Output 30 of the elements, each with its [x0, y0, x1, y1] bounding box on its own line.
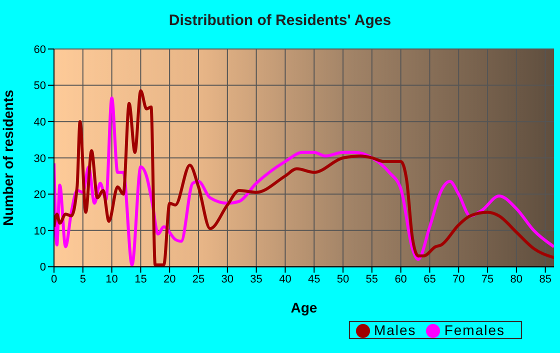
- x-tick-label: 70: [452, 274, 465, 286]
- x-axis-title: Age: [290, 300, 318, 316]
- legend-label: Females: [444, 322, 505, 338]
- x-tick-label: 85: [539, 274, 552, 286]
- y-tick-label: 40: [34, 116, 46, 128]
- x-tick-label: 5: [80, 274, 86, 286]
- chart-title: Distribution of Residents' Ages: [168, 12, 392, 29]
- y-tick-label: 10: [34, 225, 46, 238]
- x-tick-label: 60: [394, 274, 407, 286]
- x-tick-label: 65: [424, 274, 436, 286]
- x-tick-label: 55: [366, 274, 378, 286]
- y-tick-label: 60: [34, 44, 46, 56]
- y-tick-label: 20: [34, 189, 46, 202]
- x-tick-label: 0: [50, 274, 58, 286]
- x-tick-label: 40: [279, 274, 292, 286]
- y-tick-label: 0: [40, 262, 46, 274]
- x-tick-label: 80: [510, 274, 523, 286]
- legend-label: Males: [374, 322, 416, 338]
- x-tick-label: 10: [106, 274, 118, 286]
- x-tick-label: 25: [192, 274, 205, 286]
- y-tick-label: 50: [34, 80, 46, 92]
- x-tick-label: 30: [221, 274, 234, 286]
- x-tick-label: 15: [134, 274, 147, 286]
- x-tick-label: 45: [308, 274, 320, 286]
- y-axis-title: Number of residents: [0, 90, 16, 226]
- x-tick-label: 35: [250, 274, 262, 286]
- x-tick-label: 75: [481, 274, 494, 286]
- x-tick-label: 50: [336, 274, 350, 286]
- y-tick-label: 30: [34, 152, 46, 165]
- x-tick-label: 20: [163, 274, 176, 286]
